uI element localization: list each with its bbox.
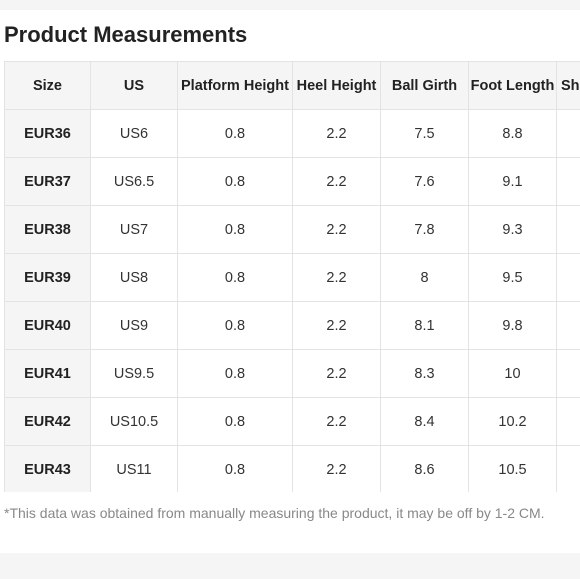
cell-platform-height: 0.8 xyxy=(177,301,293,350)
cell-us: US6 xyxy=(90,109,178,158)
cell-platform-height: 0.8 xyxy=(177,397,293,446)
cell-ball-girth: 8.3 xyxy=(380,349,469,398)
table-row: EUR43 US11 0.8 2.2 8.6 10.5 xyxy=(4,445,580,492)
cell-size: EUR37 xyxy=(4,157,91,206)
table-row: EUR37 US6.5 0.8 2.2 7.6 9.1 xyxy=(4,157,580,206)
cell-foot-length: 10.2 xyxy=(468,397,557,446)
cell-ball-girth: 8 xyxy=(380,253,469,302)
cell-extra xyxy=(556,109,580,158)
cell-foot-length: 10 xyxy=(468,349,557,398)
table-row: EUR39 US8 0.8 2.2 8 9.5 xyxy=(4,253,580,302)
size-table: Size US Platform Height Heel Height Ball… xyxy=(4,61,580,492)
table-row: EUR42 US10.5 0.8 2.2 8.4 10.2 xyxy=(4,397,580,446)
cell-size: EUR42 xyxy=(4,397,91,446)
cell-heel-height: 2.2 xyxy=(292,205,381,254)
cell-extra xyxy=(556,445,580,492)
cell-foot-length: 10.5 xyxy=(468,445,557,492)
cell-foot-length: 9.1 xyxy=(468,157,557,206)
size-table-scroll[interactable]: Size US Platform Height Heel Height Ball… xyxy=(4,61,580,492)
cell-heel-height: 2.2 xyxy=(292,397,381,446)
cell-foot-length: 9.8 xyxy=(468,301,557,350)
cell-ball-girth: 7.5 xyxy=(380,109,469,158)
cell-us: US11 xyxy=(90,445,178,492)
cell-platform-height: 0.8 xyxy=(177,349,293,398)
cell-size: EUR38 xyxy=(4,205,91,254)
cell-us: US7 xyxy=(90,205,178,254)
cell-extra xyxy=(556,253,580,302)
cell-extra xyxy=(556,349,580,398)
header-foot-length: Foot Length xyxy=(468,61,557,110)
header-us: US xyxy=(90,61,178,110)
cell-us: US6.5 xyxy=(90,157,178,206)
cell-heel-height: 2.2 xyxy=(292,253,381,302)
cell-platform-height: 0.8 xyxy=(177,157,293,206)
cell-size: EUR39 xyxy=(4,253,91,302)
table-row: EUR41 US9.5 0.8 2.2 8.3 10 xyxy=(4,349,580,398)
table-row: EUR38 US7 0.8 2.2 7.8 9.3 xyxy=(4,205,580,254)
cell-heel-height: 2.2 xyxy=(292,157,381,206)
cell-extra xyxy=(556,397,580,446)
table-header-row: Size US Platform Height Heel Height Ball… xyxy=(4,61,580,110)
cell-ball-girth: 8.1 xyxy=(380,301,469,350)
cell-foot-length: 9.5 xyxy=(468,253,557,302)
cell-us: US8 xyxy=(90,253,178,302)
cell-foot-length: 9.3 xyxy=(468,205,557,254)
cell-platform-height: 0.8 xyxy=(177,205,293,254)
header-ball-girth: Ball Girth xyxy=(380,61,469,110)
cell-foot-length: 8.8 xyxy=(468,109,557,158)
cell-us: US9.5 xyxy=(90,349,178,398)
header-platform-height: Platform Height xyxy=(177,61,293,110)
cell-size: EUR40 xyxy=(4,301,91,350)
cell-heel-height: 2.2 xyxy=(292,349,381,398)
cell-heel-height: 2.2 xyxy=(292,109,381,158)
cell-platform-height: 0.8 xyxy=(177,253,293,302)
cell-extra xyxy=(556,205,580,254)
cell-size: EUR41 xyxy=(4,349,91,398)
table-row: EUR36 US6 0.8 2.2 7.5 8.8 xyxy=(4,109,580,158)
cell-ball-girth: 7.8 xyxy=(380,205,469,254)
cell-extra xyxy=(556,301,580,350)
measurement-note: *This data was obtained from manually me… xyxy=(4,505,545,521)
product-measurements-panel: Product Measurements Size US Platform He… xyxy=(0,10,580,553)
cell-platform-height: 0.8 xyxy=(177,109,293,158)
cell-extra xyxy=(556,157,580,206)
header-size: Size xyxy=(4,61,91,110)
header-heel-height: Heel Height xyxy=(292,61,381,110)
cell-ball-girth: 8.4 xyxy=(380,397,469,446)
cell-platform-height: 0.8 xyxy=(177,445,293,492)
cell-us: US9 xyxy=(90,301,178,350)
cell-size: EUR43 xyxy=(4,445,91,492)
cell-us: US10.5 xyxy=(90,397,178,446)
cell-size: EUR36 xyxy=(4,109,91,158)
table-row: EUR40 US9 0.8 2.2 8.1 9.8 xyxy=(4,301,580,350)
cell-ball-girth: 7.6 xyxy=(380,157,469,206)
header-truncated: Sh xyxy=(556,61,580,110)
cell-heel-height: 2.2 xyxy=(292,301,381,350)
page-title: Product Measurements xyxy=(4,22,248,47)
cell-ball-girth: 8.6 xyxy=(380,445,469,492)
cell-heel-height: 2.2 xyxy=(292,445,381,492)
